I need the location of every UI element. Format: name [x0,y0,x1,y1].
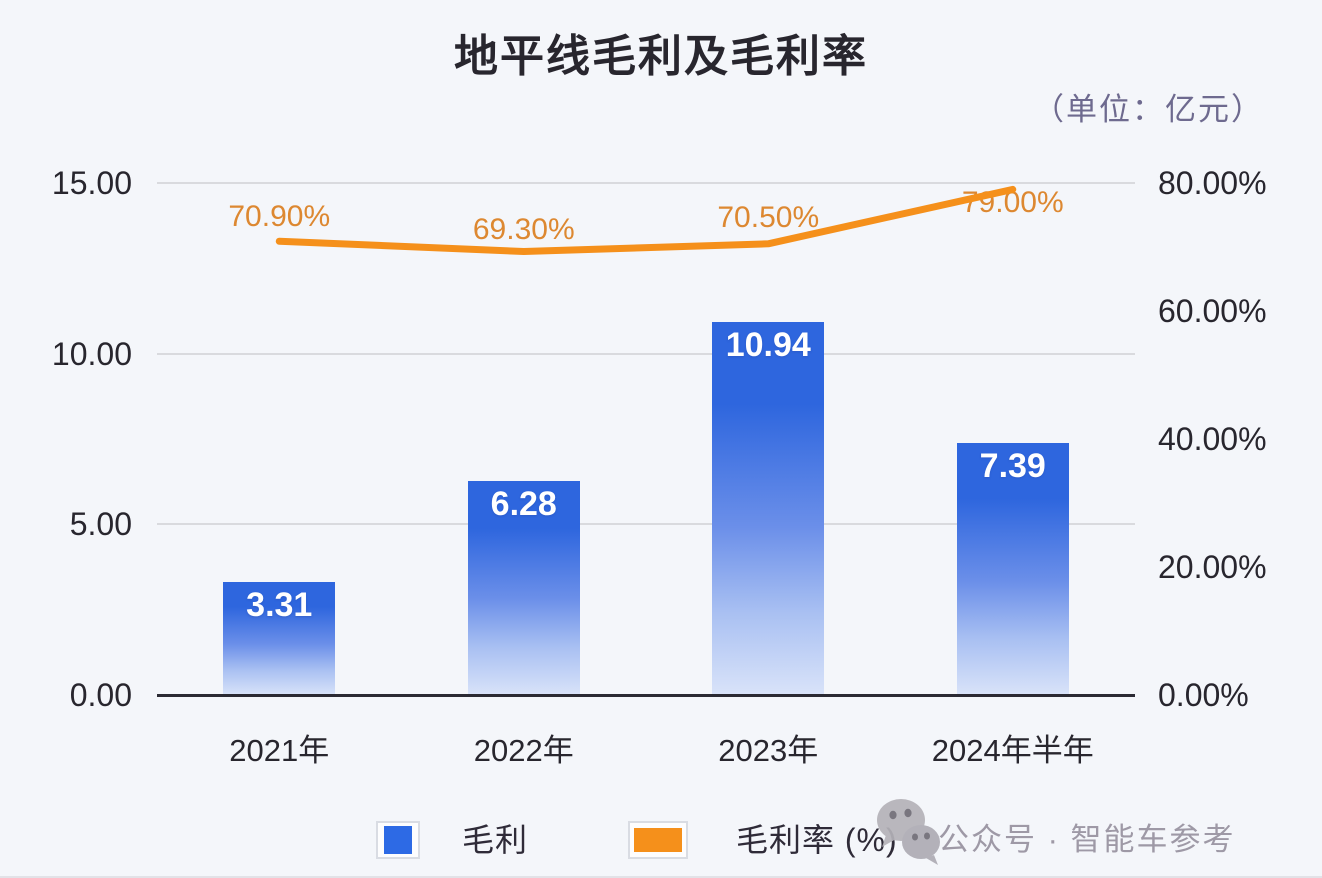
line-data-label: 69.30% [472,213,575,247]
line-data-label: 79.00% [961,186,1064,220]
x-axis-line [157,694,1135,697]
x-axis-label: 2022年 [473,733,574,768]
y-axis-right-tick: 20.00% [1158,549,1267,585]
y-axis-left-tick: 5.00 [69,506,132,543]
bar-2024年半年 [956,442,1069,695]
y-axis-left-tick: 10.00 [51,335,132,372]
y-axis-right-tick: 80.00% [1158,165,1267,201]
legend-swatch-box-gross-margin [628,821,688,859]
unit-label: （单位：亿元） [1033,92,1264,127]
legend-label-gross-profit: 毛利 [462,822,529,858]
y-axis-right-tick: 0.00% [1158,677,1249,713]
y-axis-left-tick: 0.00 [69,677,132,713]
legend: 毛利 毛利率 (%) [0,818,1322,866]
legend-label-gross-margin: 毛利率 (%) [736,822,898,858]
bar-value-label: 7.39 [979,446,1046,485]
legend-swatch-gross-margin [634,828,682,852]
watermark-text: 公众号 · 智能车参考 [938,822,1236,857]
x-axis-label: 2021年 [229,733,330,768]
x-axis-label: 2023年 [718,733,819,768]
bar-value-label: 6.28 [490,484,557,523]
gridline [157,182,1135,184]
gridline [157,352,1135,355]
legend-swatch-gross-profit [384,826,412,854]
bar-2021年 [223,582,336,695]
line-data-label: 70.50% [717,200,820,234]
line-data-label: 70.90% [228,200,331,234]
y-axis-right-tick: 40.00% [1158,421,1267,457]
bar-2023年 [712,321,825,695]
x-axis-label: 2024年半年 [931,733,1094,768]
bar-value-label: 10.94 [725,325,811,364]
bar-2022年 [467,480,580,695]
y-axis-right-tick: 60.00% [1158,293,1267,329]
bar-value-label: 3.31 [246,586,313,625]
gridline [157,523,1135,526]
chart-title: 地平线毛利及毛利率 [454,32,868,81]
y-axis-left-tick: 15.00 [51,165,132,201]
wechat-icon [877,799,940,865]
legend-swatch-box-gross-profit [376,821,420,859]
